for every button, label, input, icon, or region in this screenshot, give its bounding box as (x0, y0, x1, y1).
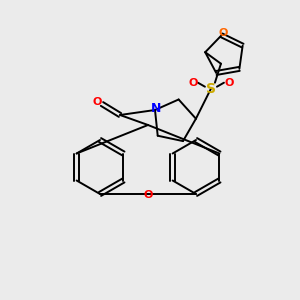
Text: O: O (224, 78, 234, 88)
Text: N: N (151, 103, 161, 116)
Text: O: O (143, 190, 153, 200)
Text: S: S (206, 82, 216, 96)
Text: O: O (188, 78, 198, 88)
Text: O: O (92, 97, 102, 107)
Text: O: O (219, 28, 228, 38)
